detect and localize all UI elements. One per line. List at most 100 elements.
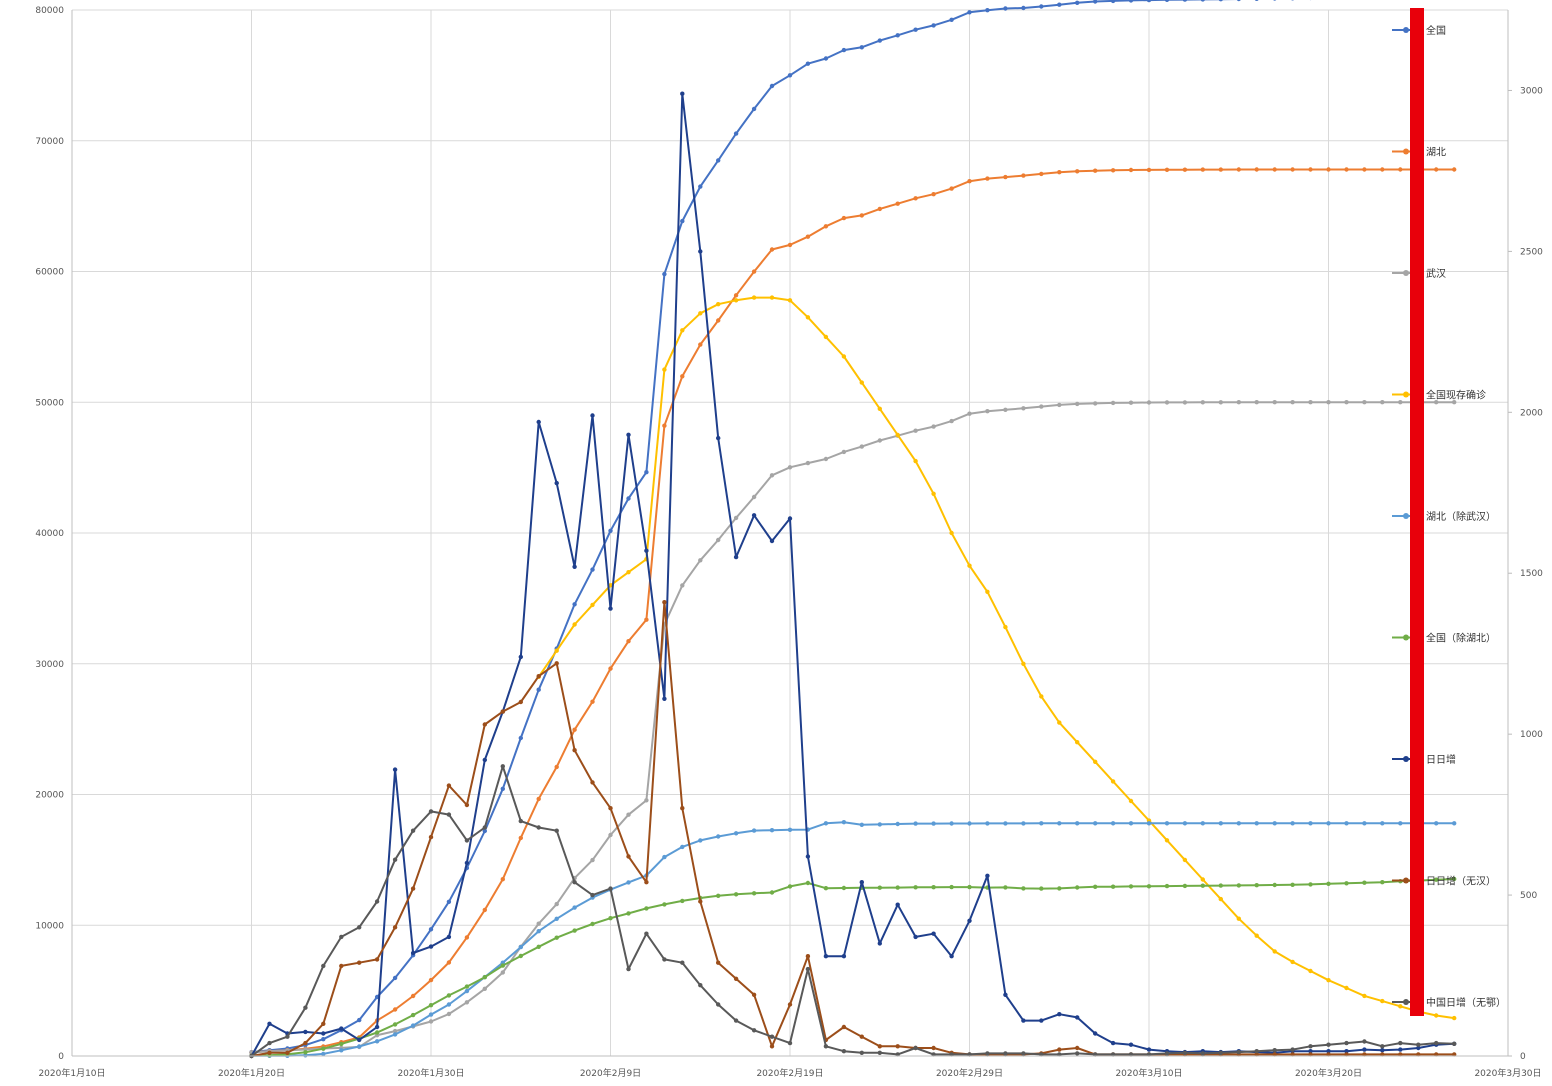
data-point (1326, 978, 1331, 983)
data-point (1182, 0, 1188, 2)
data-point (841, 885, 847, 891)
data-point (716, 318, 721, 323)
axes: 2020年1月10日 2020年1月20日 2020年1月30日 2020年2月9日 2… (35, 6, 1543, 1079)
data-point (1344, 1040, 1349, 1046)
data-point (716, 960, 721, 965)
data-point (1110, 0, 1116, 4)
data-point (464, 1000, 470, 1005)
data-point (841, 820, 847, 825)
legend-swatch-marker (1403, 877, 1409, 884)
data-point (285, 1034, 290, 1039)
data-point (1039, 4, 1044, 9)
data-point (482, 907, 487, 913)
data-point (1182, 857, 1188, 863)
data-point (823, 954, 829, 959)
data-point (1398, 1047, 1403, 1052)
data-point (357, 1044, 362, 1049)
data-point (267, 1050, 272, 1056)
data-point (859, 1050, 864, 1056)
data-point (841, 215, 847, 221)
data-point (1146, 167, 1152, 173)
data-point (1398, 821, 1403, 826)
data-point (823, 56, 829, 61)
data-point (1057, 170, 1062, 175)
data-point (805, 315, 811, 320)
legend-swatch-marker (1403, 999, 1409, 1005)
data-point (680, 218, 685, 224)
data-point (733, 1018, 739, 1023)
data-point (644, 880, 649, 885)
data-point (392, 1007, 398, 1012)
legend-item: 全国（除湖北） (1392, 632, 1496, 645)
series-line (251, 821, 1455, 1057)
data-point (716, 1002, 721, 1007)
data-point (1308, 821, 1313, 826)
data-point (985, 409, 990, 414)
data-point (536, 796, 541, 802)
data-point (877, 206, 882, 212)
data-point (482, 757, 487, 763)
x-tick-label: 2020年2月19日 (756, 1067, 823, 1079)
data-point (1218, 0, 1223, 2)
data-point (823, 886, 829, 891)
data-point (1272, 949, 1277, 954)
data-point (1380, 880, 1385, 885)
data-point (1093, 884, 1098, 889)
legend-label: 武汉 (1426, 267, 1446, 280)
data-point (428, 1019, 434, 1024)
series-layer (249, 0, 1457, 1059)
data-point (1290, 1047, 1295, 1052)
data-point (1200, 167, 1206, 172)
data-point (1164, 0, 1170, 2)
data-point (1344, 1049, 1349, 1054)
data-point (949, 17, 954, 22)
data-point (1075, 1045, 1080, 1051)
data-point (554, 480, 559, 486)
data-point (644, 798, 649, 803)
data-point (1272, 400, 1277, 405)
data-point (374, 957, 380, 962)
data-point (446, 1002, 452, 1007)
data-point (1308, 968, 1313, 974)
data-point (877, 1050, 882, 1056)
data-point (357, 1017, 362, 1023)
data-point (446, 783, 452, 788)
data-point (931, 424, 936, 429)
legend-swatch-marker (1403, 634, 1409, 641)
y-left-tick-label: 30000 (35, 660, 64, 670)
data-point (1003, 821, 1008, 826)
data-point (1290, 400, 1295, 405)
data-point (733, 131, 739, 136)
data-point (357, 960, 362, 965)
data-point (680, 91, 685, 96)
data-point (482, 722, 487, 727)
data-point (1362, 880, 1367, 885)
data-point (1039, 886, 1044, 891)
legend-swatch-marker (1403, 391, 1409, 398)
data-point (787, 298, 793, 303)
data-point (1075, 821, 1080, 826)
data-point (1146, 821, 1152, 826)
data-point (626, 432, 631, 437)
data-point (823, 334, 829, 340)
data-point (1290, 959, 1295, 965)
data-point (1021, 886, 1026, 891)
data-point (608, 806, 613, 811)
data-point (1362, 167, 1367, 172)
legend-swatch-marker (1403, 270, 1409, 276)
data-point (626, 812, 631, 817)
data-point (1075, 1015, 1080, 1020)
legend-item: 全国 (1392, 24, 1446, 37)
x-tick-label: 2020年1月30日 (397, 1067, 464, 1079)
data-point (931, 885, 936, 890)
data-point (464, 935, 470, 940)
data-point (787, 242, 793, 248)
data-point (1326, 1049, 1331, 1054)
data-point (985, 1051, 990, 1056)
data-point (321, 1037, 326, 1042)
data-point (1075, 885, 1080, 890)
data-point (751, 295, 757, 300)
data-point (1146, 400, 1152, 405)
data-point (1182, 1050, 1188, 1056)
data-point (1218, 167, 1224, 172)
